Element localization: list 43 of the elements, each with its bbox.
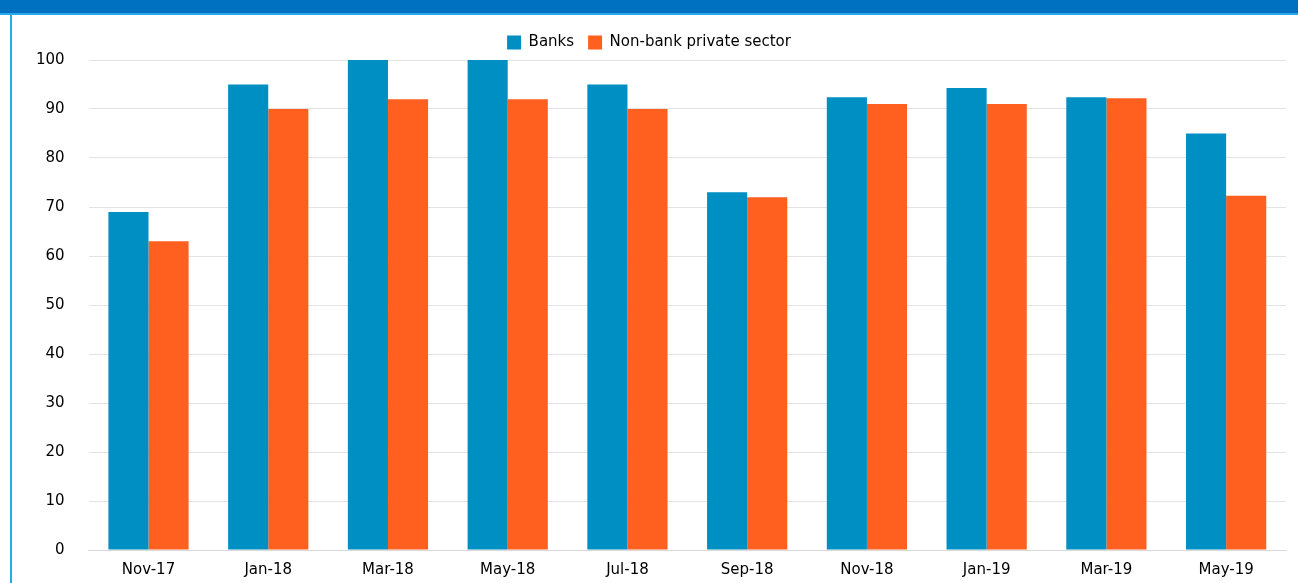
y-tick-label: 10 [45,490,65,509]
x-tick-label: Sep-18 [720,559,774,578]
bar [387,99,429,550]
bar [507,99,548,550]
x-tick-label: Nov-17 [121,559,176,578]
y-tick-label: 50 [45,294,65,313]
y-tick-label: 20 [45,441,65,460]
bar [1106,98,1147,550]
y-tick-label: 100 [35,49,65,68]
y-tick-label: 40 [45,343,65,362]
bar [986,104,1027,550]
bar [108,211,149,550]
x-tick-label: Jul-18 [605,559,649,578]
x-tick-label: Mar-19 [1080,559,1133,578]
bar [1226,195,1267,550]
legend-label: Banks [528,32,575,51]
bar [946,87,987,550]
x-tick-label: Jan-18 [243,559,293,578]
y-tick-label: 0 [55,539,65,558]
x-tick-label: May-18 [480,559,536,578]
bar [148,241,189,550]
bar [347,60,388,550]
bar [268,109,309,550]
x-tick-label: Jan-19 [961,559,1011,578]
y-tick-label: 70 [45,196,65,215]
bar [587,84,628,550]
bar [1186,133,1227,550]
x-tick-label: Mar-18 [362,559,414,578]
y-tick-label: 30 [45,392,65,411]
bar [228,84,269,550]
legend-label: Non-bank private sector [609,32,792,51]
bar [1066,97,1107,550]
y-tick-label: 80 [45,147,65,166]
bar [467,60,508,550]
bar [866,104,908,550]
bar [627,109,668,550]
bar [707,192,748,550]
x-tick-label: May-19 [1198,559,1254,578]
x-tick-label: Nov-18 [840,559,894,578]
bar [747,197,788,550]
bar [826,97,867,550]
y-tick-label: 90 [45,98,65,117]
y-tick-label: 60 [45,245,65,264]
